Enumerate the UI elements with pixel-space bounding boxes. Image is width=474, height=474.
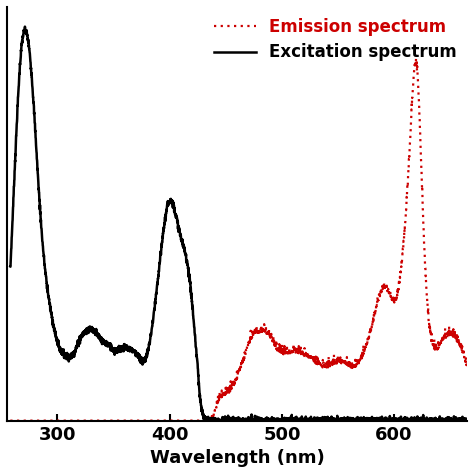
- Legend: Emission spectrum, Excitation spectrum: Emission spectrum, Excitation spectrum: [208, 11, 463, 67]
- X-axis label: Wavelength (nm): Wavelength (nm): [150, 449, 324, 467]
